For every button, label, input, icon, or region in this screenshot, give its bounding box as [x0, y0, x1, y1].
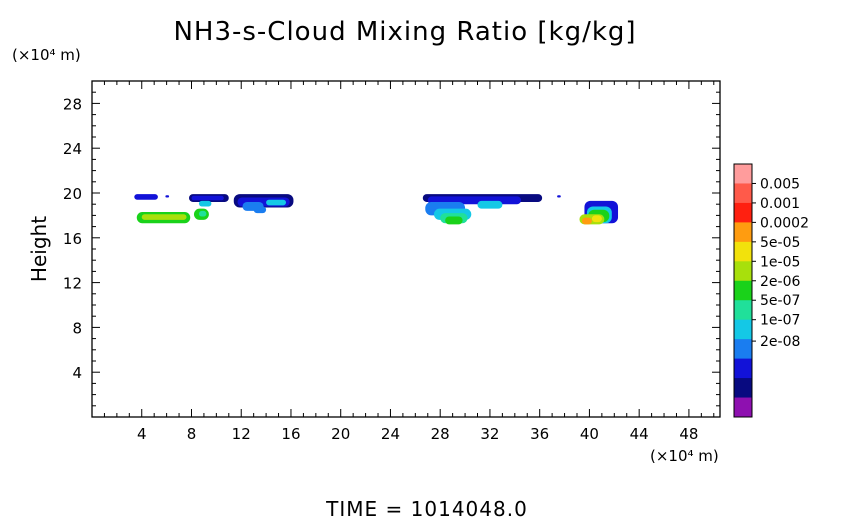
y-tick-label: 16	[63, 230, 82, 248]
cloud-region	[253, 206, 267, 214]
x-tick-label: 8	[187, 425, 197, 443]
colorbar-legend: 0.005 0.001 0.0002 5e-05 1e-05 2e-06 5e-07 1e-0…	[733, 163, 809, 418]
cloud-region	[165, 195, 170, 198]
colorbar-swatch	[734, 319, 752, 340]
colorbar-swatch	[734, 164, 752, 184]
x-tick-label: 4	[137, 425, 147, 443]
colorbar-label: 1e-05	[760, 254, 800, 270]
x-tick-label: 20	[331, 425, 350, 443]
y-tick-label: 8	[72, 319, 82, 337]
colorbar-frame	[733, 163, 753, 418]
cloud-region	[191, 195, 224, 201]
y-axis-label: Height	[27, 216, 51, 282]
cloud-region	[198, 200, 212, 207]
cloud-region	[141, 214, 187, 220]
cloud-region	[445, 216, 463, 225]
cloud-region	[581, 217, 592, 225]
x-unit-label: (×10⁴ m)	[650, 447, 719, 465]
y-unit-label: (×10⁴ m)	[12, 46, 81, 64]
colorbar-swatch	[734, 261, 752, 282]
colorbar-swatch	[734, 222, 752, 243]
y-tick-label: 4	[72, 364, 82, 382]
colorbar-swatch	[734, 241, 752, 262]
x-tick-label: 16	[281, 425, 300, 443]
colorbar-label: 2e-08	[760, 334, 800, 350]
cloud-region	[557, 195, 561, 198]
y-tick-label: 24	[63, 140, 82, 158]
colorbar-swatch	[734, 358, 752, 379]
colorbar-swatch	[734, 300, 752, 321]
plot-frame	[91, 80, 721, 418]
colorbar-label: 1e-07	[760, 313, 800, 329]
colorbar-label: 2e-06	[760, 274, 800, 290]
y-tick-label: 28	[63, 95, 82, 113]
colorbar-label: 0.001	[760, 196, 800, 212]
colorbar-swatch	[734, 339, 752, 360]
x-tick-label: 28	[431, 425, 450, 443]
colorbar-label: 0.005	[760, 176, 800, 192]
colorbar-swatch	[734, 378, 752, 399]
colorbar-label: 5e-07	[760, 293, 800, 309]
y-tick-label: 20	[63, 185, 82, 203]
cloud-region	[477, 200, 503, 209]
cloud-region	[266, 199, 286, 206]
x-tick-label: 44	[630, 425, 649, 443]
cloud-region	[198, 210, 207, 217]
x-tick-label: 48	[679, 425, 698, 443]
x-tick-label: 36	[530, 425, 549, 443]
colorbar-swatch	[734, 280, 752, 301]
cloud-region	[591, 215, 602, 223]
x-tick-label: 12	[232, 425, 251, 443]
cloud-regions	[134, 194, 619, 225]
chart-title: NH3-s-Cloud Mixing Ratio [kg/kg]	[173, 17, 636, 47]
cloud-region	[134, 194, 158, 200]
x-tick-label: 24	[381, 425, 400, 443]
colorbar-swatch	[734, 202, 752, 223]
y-tick-label: 12	[63, 275, 82, 293]
colorbar-swatch	[734, 397, 752, 418]
time-footer: TIME = 1014048.0	[325, 497, 528, 519]
colorbar-label: 0.0002	[760, 215, 809, 231]
colorbar-swatch	[734, 183, 752, 204]
x-tick-label: 40	[580, 425, 599, 443]
x-tick-label: 32	[480, 425, 499, 443]
colorbar-label: 5e-05	[760, 235, 800, 251]
